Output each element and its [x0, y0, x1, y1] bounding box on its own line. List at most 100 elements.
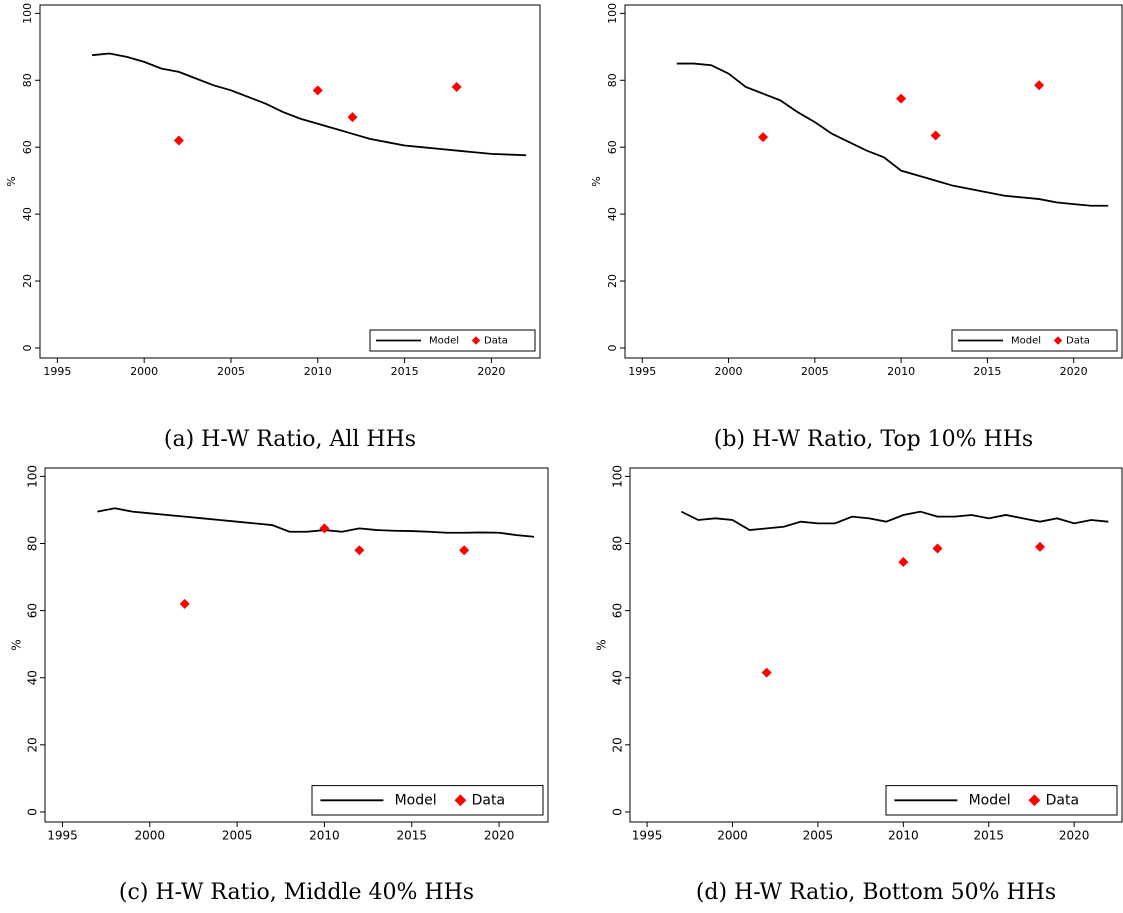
caption: (d) H-W Ratio, Bottom 50% HHs: [696, 880, 1056, 905]
y-tick-label: 80: [21, 73, 34, 87]
x-tick-label: 2005: [801, 365, 829, 378]
y-tick-label: 40: [611, 670, 625, 685]
legend-label: Model: [969, 792, 1011, 808]
data-point: [179, 598, 190, 609]
y-tick-label: 60: [26, 603, 40, 618]
x-tick-label: 2015: [973, 829, 1004, 843]
data-point: [354, 545, 365, 556]
y-tick-label: 0: [26, 808, 40, 816]
x-tick-label: 2015: [396, 829, 427, 843]
x-tick-label: 2000: [715, 365, 743, 378]
y-tick-label: 80: [611, 536, 625, 551]
legend-label: Model: [429, 336, 459, 347]
plot-frame: [624, 4, 1123, 359]
data-point: [930, 130, 941, 141]
y-tick-label: 0: [606, 344, 619, 351]
caption: (a) H-W Ratio, All HHs: [164, 427, 416, 452]
legend-label: Data: [472, 792, 505, 808]
y-tick-label: 60: [21, 140, 34, 154]
legend-box: [311, 785, 544, 816]
plot-frame: [39, 4, 541, 359]
y-tick-label: 100: [21, 3, 34, 24]
x-tick-label: 2010: [888, 829, 919, 843]
model-line: [97, 507, 535, 538]
panel: 1995 2000 2005 2010 2015 2020 0 20 40 60 80 100% (b)…: [590, 3, 1123, 452]
x-tick-label: 2000: [130, 365, 158, 378]
legend-label: Data: [484, 336, 508, 347]
y-tick-label: 20: [21, 274, 34, 288]
model-line: [676, 62, 1109, 207]
y-tick-label: 100: [26, 465, 40, 488]
legend-label: Model: [1011, 336, 1041, 347]
y-tick-label: 40: [606, 207, 619, 221]
data-point: [932, 543, 943, 554]
data-point: [1035, 541, 1045, 552]
y-tick-label: 100: [606, 3, 619, 24]
data-point: [173, 135, 184, 146]
y-tick-label: 80: [606, 73, 619, 87]
legend-marker: [1053, 336, 1063, 345]
x-tick-label: 2015: [973, 365, 1001, 378]
data-point: [898, 556, 909, 567]
x-tick-label: 1995: [47, 829, 78, 843]
x-tick-label: 1995: [632, 829, 663, 843]
legend-label: Model: [395, 792, 437, 808]
legend-box: [369, 329, 536, 352]
x-tick-label: 2010: [887, 365, 915, 378]
y-tick-label: 100: [611, 465, 625, 488]
x-tick-label: 2020: [1059, 829, 1090, 843]
x-tick-label: 2020: [484, 829, 515, 843]
x-tick-label: 2010: [309, 829, 340, 843]
y-tick-label: 20: [606, 274, 619, 288]
x-tick-label: 2020: [1060, 365, 1088, 378]
y-tick-label: 60: [606, 140, 619, 154]
x-tick-label: 2005: [222, 829, 253, 843]
data-point: [312, 85, 323, 96]
x-tick-label: 2000: [135, 829, 166, 843]
x-tick-label: 2005: [803, 829, 834, 843]
panel: 1995 2000 2005 2010 2015 2020 0 20 40 60 80 100% (a)…: [5, 3, 541, 452]
legend-box: [951, 329, 1118, 352]
caption: (c) H-W Ratio, Middle 40% HHs: [119, 880, 474, 905]
data-point: [451, 81, 462, 92]
y-axis-label: %: [590, 176, 603, 186]
y-axis-label: %: [595, 639, 609, 650]
plot-frame: [629, 467, 1123, 823]
data-point: [1034, 80, 1045, 91]
data-point: [761, 667, 772, 678]
y-tick-label: 0: [611, 808, 625, 816]
data-point: [459, 545, 470, 556]
x-tick-label: 2005: [217, 365, 245, 378]
legend-marker: [454, 794, 467, 807]
y-tick-label: 40: [26, 670, 40, 685]
y-tick-label: 20: [26, 737, 40, 752]
y-tick-label: 40: [21, 207, 34, 221]
data-point: [896, 93, 907, 104]
legend-label: Data: [1046, 792, 1079, 808]
caption: (b) H-W Ratio, Top 10% HHs: [714, 427, 1033, 452]
y-axis-label: %: [10, 639, 24, 650]
y-tick-label: 60: [611, 603, 625, 618]
y-tick-label: 0: [21, 344, 34, 351]
x-tick-label: 1995: [43, 365, 71, 378]
model-line: [91, 52, 527, 157]
legend-label: Data: [1066, 336, 1090, 347]
x-tick-label: 2015: [391, 365, 419, 378]
legend-marker: [471, 336, 481, 345]
y-axis-label: %: [5, 176, 18, 186]
x-tick-label: 2020: [477, 365, 505, 378]
data-point: [758, 132, 769, 143]
x-tick-label: 1995: [628, 365, 656, 378]
data-point: [347, 112, 358, 123]
legend-marker: [1028, 794, 1041, 807]
x-tick-label: 2010: [304, 365, 332, 378]
x-tick-label: 2000: [717, 829, 748, 843]
y-tick-label: 80: [26, 536, 40, 551]
panel: 1995 2000 2005 2010 2015 2020 0 20 40 60 80 100% (d)…: [595, 465, 1123, 905]
panel: 1995 2000 2005 2010 2015 2020 0 20 40 60 80 100% (c)…: [10, 465, 549, 905]
y-tick-label: 20: [611, 737, 625, 752]
data-point: [319, 523, 330, 534]
model-line: [680, 510, 1109, 532]
